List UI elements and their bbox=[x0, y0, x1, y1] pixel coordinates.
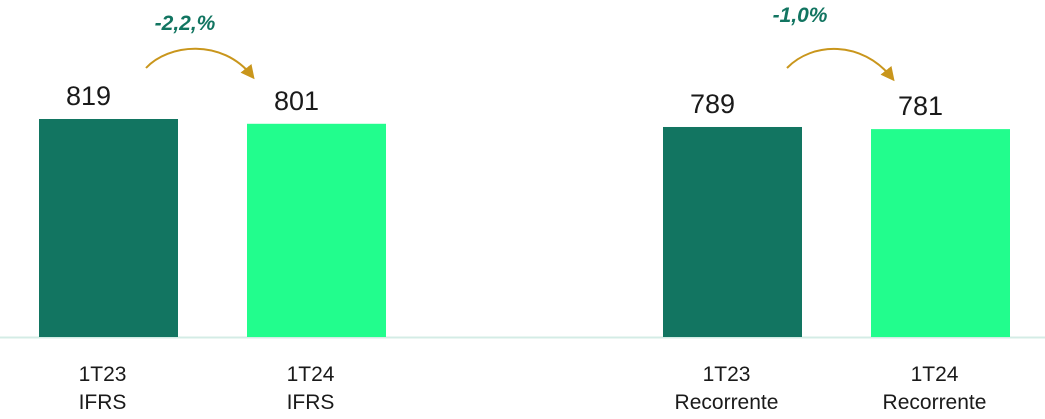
x-tick-label: 1T24 bbox=[911, 363, 959, 386]
bar bbox=[39, 119, 178, 337]
labels-group: 819 1T23 IFRS 801 1T24 IFRS 789 1T23 Recorrente 7… bbox=[66, 81, 986, 414]
x-tick-label: IFRS bbox=[79, 391, 127, 414]
bar bbox=[247, 123, 386, 338]
data-label: 781 bbox=[898, 91, 943, 121]
data-label: 789 bbox=[690, 89, 735, 119]
x-tick-label: 1T23 bbox=[79, 363, 127, 386]
data-label: 801 bbox=[274, 86, 319, 116]
annotations-group: -2,2,% -1,0% bbox=[145, 4, 895, 82]
x-tick-label: 1T23 bbox=[703, 363, 751, 386]
change-annotation: -2,2,% bbox=[155, 12, 216, 35]
x-tick-label: Recorrente bbox=[675, 391, 779, 414]
x-tick-label: 1T24 bbox=[287, 363, 335, 386]
change-annotation: -1,0% bbox=[773, 4, 828, 27]
data-label: 819 bbox=[66, 81, 111, 111]
x-tick-label: IFRS bbox=[287, 391, 335, 414]
x-tick-label: Recorrente bbox=[883, 391, 987, 414]
change-arrow bbox=[786, 48, 895, 82]
bar bbox=[871, 129, 1010, 337]
change-arrow bbox=[145, 47, 255, 80]
bars-group bbox=[39, 119, 1010, 338]
bar bbox=[663, 126, 802, 337]
